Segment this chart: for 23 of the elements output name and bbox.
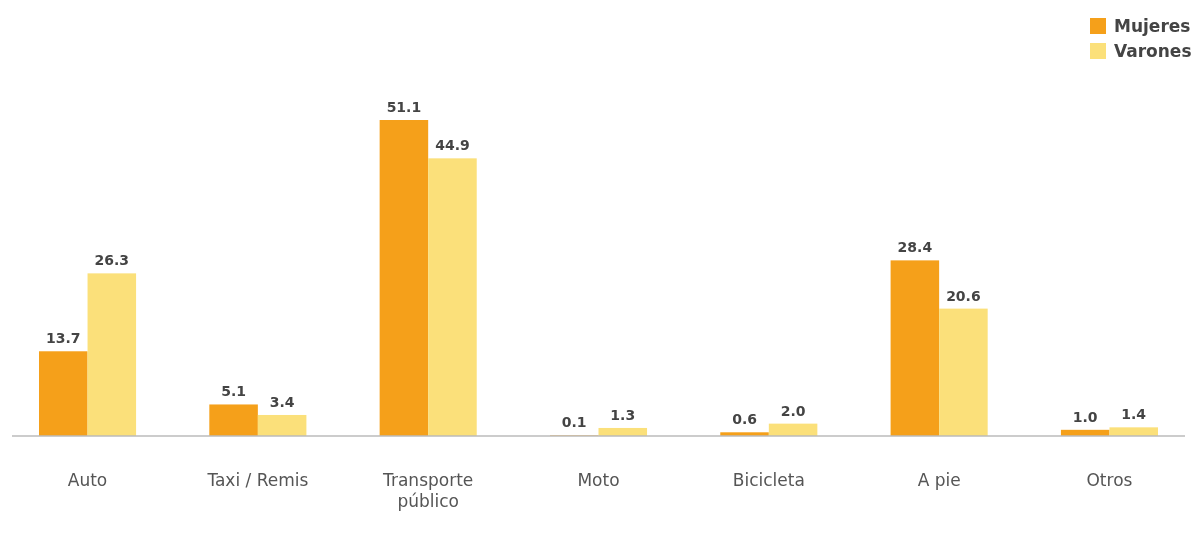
x-tick-label: Auto xyxy=(67,470,108,490)
legend-label: Mujeres xyxy=(1114,16,1191,36)
data-label: 2.0 xyxy=(780,402,806,419)
x-tick-label: Moto xyxy=(577,470,620,490)
x-tick-label: Taxi / Remis xyxy=(206,470,309,490)
data-label: 1.4 xyxy=(1121,406,1147,423)
data-label: 0.6 xyxy=(732,411,757,428)
x-tick-label: A pie xyxy=(917,470,961,490)
data-label: 51.1 xyxy=(386,99,422,115)
data-label: 20.6 xyxy=(946,287,981,304)
data-label: 13.7 xyxy=(46,330,81,347)
x-tick-label: Otros xyxy=(1086,470,1133,490)
data-label: 0.1 xyxy=(561,414,587,431)
data-label: 1.3 xyxy=(610,406,636,423)
data-label: 26.3 xyxy=(94,252,130,269)
data-label: 3.4 xyxy=(269,393,295,410)
data-label: 28.4 xyxy=(897,239,933,256)
data-label: 1.0 xyxy=(1072,408,1098,425)
data-label: 44.9 xyxy=(435,137,470,154)
x-tick-label: Transporte público xyxy=(382,470,474,511)
legend-label: Varones xyxy=(1114,41,1192,61)
x-tick-label: Bicicleta xyxy=(732,470,805,490)
data-label: 5.1 xyxy=(221,383,246,400)
